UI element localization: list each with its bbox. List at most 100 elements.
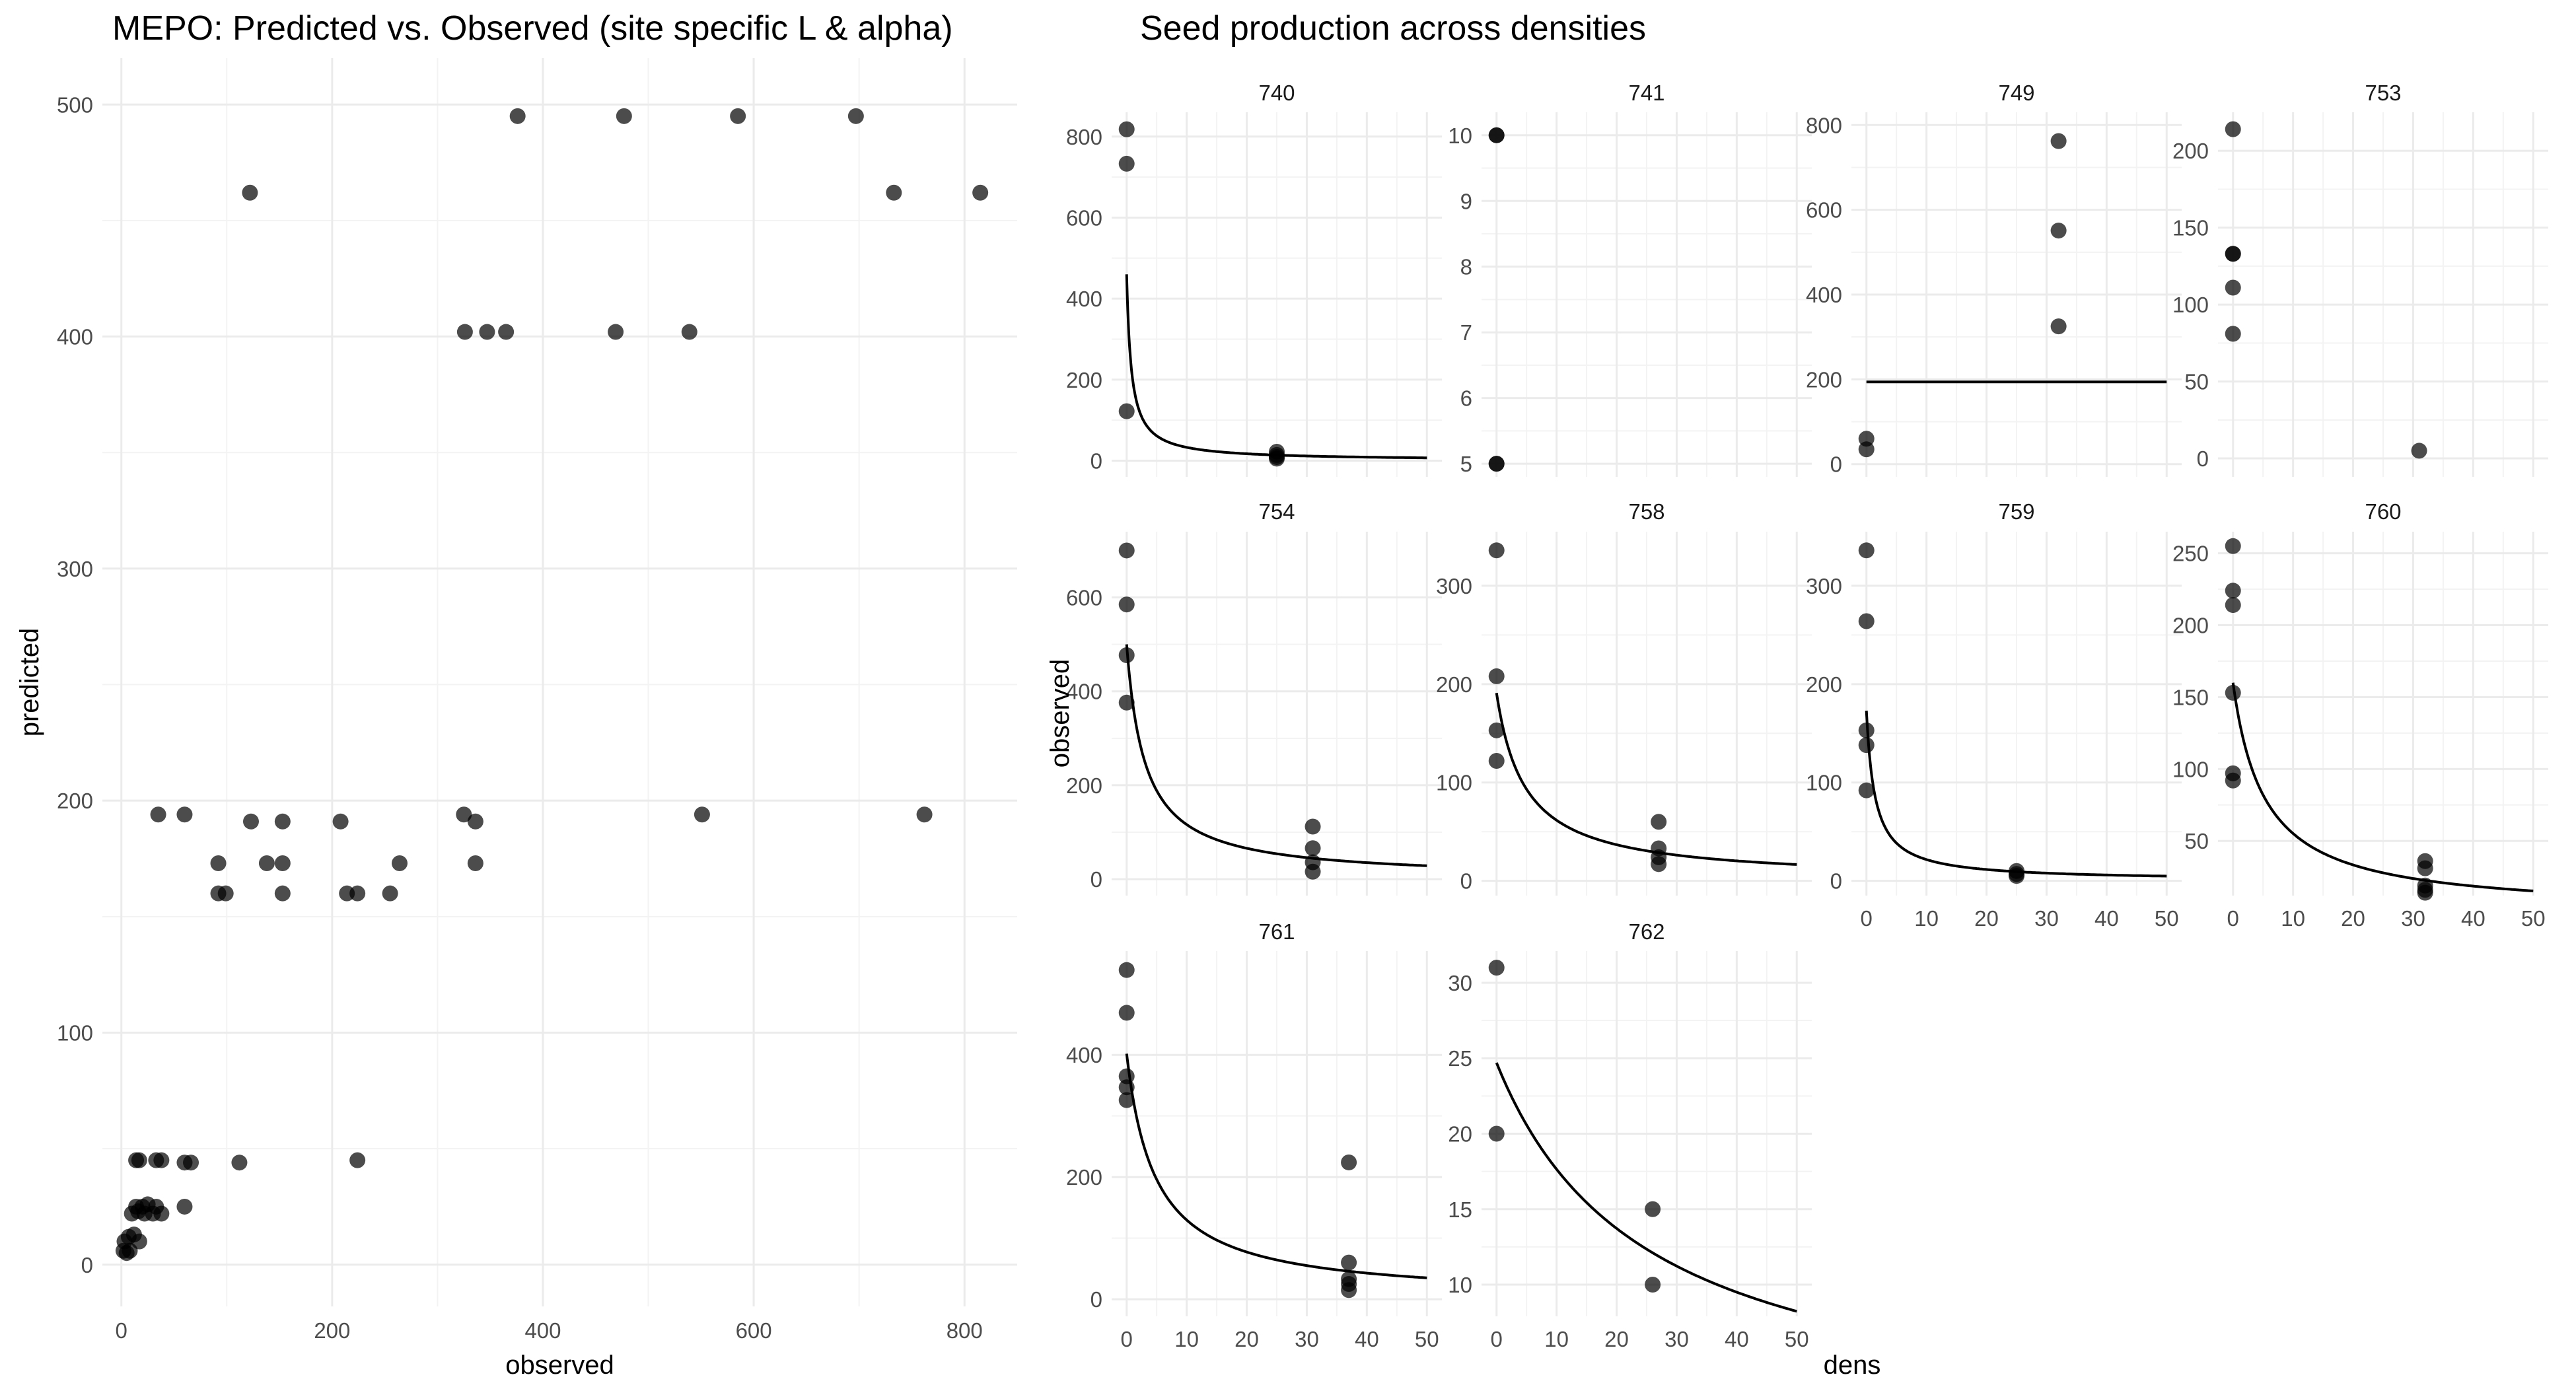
data-point — [210, 855, 227, 872]
y-tick-label: 0 — [1091, 867, 1102, 892]
facet-strip-label: 762 — [1628, 919, 1664, 944]
x-tick-label: 10 — [1544, 1327, 1569, 1351]
data-point — [1488, 542, 1505, 559]
fitted-curve — [1125, 274, 1427, 460]
data-point — [2225, 326, 2241, 342]
x-tick-label: 30 — [1295, 1327, 1319, 1351]
data-point — [1645, 1277, 1661, 1293]
x-tick-label: 50 — [1785, 1327, 1809, 1351]
facet-strip-label: 758 — [1628, 499, 1664, 524]
data-point — [1858, 782, 1875, 799]
x-tick-label: 30 — [2034, 906, 2059, 931]
y-tick-label: 5 — [1460, 452, 1472, 476]
y-tick-label: 100 — [57, 1020, 93, 1045]
y-tick-label: 150 — [2172, 216, 2209, 240]
data-point — [916, 806, 933, 823]
y-tick-label: 10 — [1448, 1273, 1472, 1297]
y-tick-label: 400 — [1806, 283, 1842, 307]
data-point — [122, 1242, 138, 1259]
data-point — [2225, 772, 2241, 789]
data-point — [2225, 583, 2241, 599]
fitted-curve — [1865, 710, 2167, 878]
data-point — [1118, 403, 1135, 419]
data-point — [258, 855, 275, 872]
fitted-curve — [1495, 1062, 1797, 1313]
data-point — [2009, 868, 2024, 884]
data-point — [1858, 737, 1875, 754]
y-tick-label: 8 — [1460, 255, 1472, 279]
data-point — [1488, 752, 1505, 769]
y-tick-label: 600 — [1066, 586, 1102, 610]
data-point — [242, 184, 258, 201]
data-point — [1488, 668, 1505, 684]
y-tick-label: 600 — [1066, 205, 1102, 230]
data-point — [1118, 1079, 1135, 1096]
facet-strip-label: 741 — [1628, 81, 1664, 105]
data-point — [886, 184, 902, 201]
x-tick-label: 20 — [1604, 1327, 1629, 1351]
data-point — [694, 806, 710, 823]
x-tick-label: 50 — [2155, 906, 2179, 931]
data-point — [1118, 647, 1135, 663]
y-tick-label: 200 — [1806, 672, 1842, 697]
y-tick-label: 0 — [1830, 869, 1842, 894]
x-tick-label: 200 — [314, 1318, 350, 1343]
fitted-curve — [1495, 692, 1797, 866]
y-tick-label: 200 — [57, 789, 93, 813]
chart-title: Seed production across densities — [1140, 9, 1646, 48]
data-point — [1488, 1125, 1505, 1142]
chart-title: MEPO: Predicted vs. Observed (site speci… — [112, 9, 953, 48]
data-point — [1651, 856, 1667, 872]
x-tick-label: 10 — [2281, 906, 2305, 931]
x-tick-label: 20 — [2341, 906, 2365, 931]
y-tick-label: 800 — [1066, 125, 1102, 149]
x-tick-label: 40 — [1355, 1327, 1379, 1351]
facet-panel-758: 758 0 100 200 300 — [1436, 499, 1812, 896]
y-tick-label: 400 — [57, 325, 93, 349]
y-tick-label: 0 — [1460, 869, 1472, 894]
data-point — [498, 324, 515, 340]
data-point — [1488, 960, 1505, 976]
facet-panel-760: 760 50 100 150 200 250 0 10 20 30 40 50 — [2172, 499, 2548, 931]
y-tick-label: 800 — [1806, 113, 1842, 137]
data-point — [1118, 1068, 1135, 1085]
y-tick-label: 200 — [2172, 139, 2209, 163]
data-point — [2417, 884, 2433, 901]
y-tick-label: 250 — [2172, 542, 2209, 566]
fitted-curve — [2231, 682, 2534, 892]
x-tick-label: 0 — [1861, 906, 1873, 931]
data-point — [1488, 456, 1505, 472]
x-tick-label: 10 — [1914, 906, 1939, 931]
data-point — [274, 813, 291, 830]
facet-strip-label: 760 — [2365, 499, 2401, 524]
y-tick-label: 150 — [2172, 685, 2209, 709]
facet-panel-741: 741 5 6 7 8 9 10 — [1448, 81, 1812, 477]
x-tick-label: 30 — [2401, 906, 2425, 931]
facet-strip-label: 749 — [1998, 81, 2034, 105]
data-point — [1118, 596, 1135, 613]
y-tick-label: 300 — [1806, 574, 1842, 598]
y-axis-title: observed — [1046, 659, 1075, 768]
y-tick-label: 200 — [1436, 672, 1472, 697]
x-tick-label: 0 — [1121, 1327, 1133, 1351]
data-point — [1858, 613, 1875, 629]
data-point — [1118, 962, 1135, 978]
data-point — [382, 885, 398, 902]
data-point — [176, 1198, 193, 1215]
y-tick-label: 100 — [1806, 771, 1842, 795]
seed-production-facet-chart: Seed production across densities74002004… — [1046, 9, 2548, 1380]
y-tick-label: 200 — [1806, 367, 1842, 392]
data-point — [2225, 246, 2241, 262]
fitted-curve — [1125, 644, 1427, 867]
data-point — [2225, 684, 2241, 701]
data-point — [456, 806, 472, 823]
data-point — [1341, 1254, 1357, 1271]
data-point — [274, 885, 291, 902]
data-point — [391, 855, 408, 872]
data-point — [681, 324, 698, 340]
x-tick-label: 0 — [1491, 1327, 1503, 1351]
data-point — [2411, 443, 2427, 459]
data-point — [1118, 121, 1135, 137]
facet-strip-label: 761 — [1258, 919, 1295, 944]
